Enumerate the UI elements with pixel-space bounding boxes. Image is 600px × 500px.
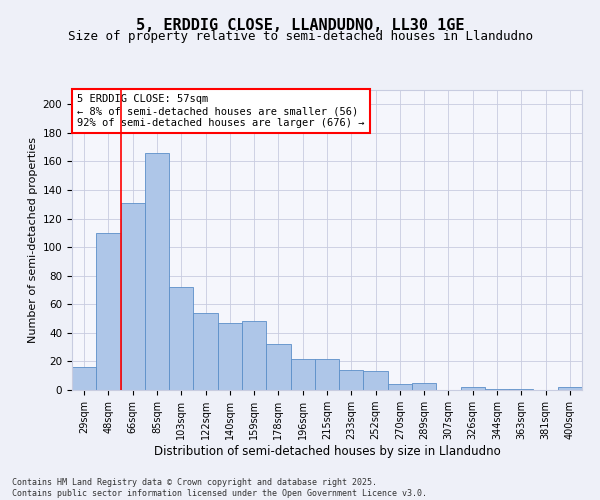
X-axis label: Distribution of semi-detached houses by size in Llandudno: Distribution of semi-detached houses by … (154, 445, 500, 458)
Bar (509, 388, 533, 390)
Y-axis label: Number of semi-detached properties: Number of semi-detached properties (28, 137, 38, 343)
Bar (315, 358, 339, 390)
Bar (485, 388, 509, 390)
Bar (242, 322, 266, 390)
Bar (169, 287, 193, 390)
Bar (412, 383, 436, 390)
Text: 5 ERDDIG CLOSE: 57sqm
← 8% of semi-detached houses are smaller (56)
92% of semi-: 5 ERDDIG CLOSE: 57sqm ← 8% of semi-detac… (77, 94, 365, 128)
Bar (145, 153, 169, 390)
Bar (558, 387, 582, 390)
Bar (461, 387, 485, 390)
Text: Size of property relative to semi-detached houses in Llandudno: Size of property relative to semi-detach… (67, 30, 533, 43)
Bar (339, 370, 364, 390)
Bar (121, 203, 145, 390)
Bar (266, 344, 290, 390)
Bar (364, 372, 388, 390)
Bar (96, 233, 121, 390)
Bar (388, 384, 412, 390)
Text: 5, ERDDIG CLOSE, LLANDUDNO, LL30 1GE: 5, ERDDIG CLOSE, LLANDUDNO, LL30 1GE (136, 18, 464, 32)
Bar (193, 313, 218, 390)
Text: Contains HM Land Registry data © Crown copyright and database right 2025.
Contai: Contains HM Land Registry data © Crown c… (12, 478, 427, 498)
Bar (218, 323, 242, 390)
Bar (290, 358, 315, 390)
Bar (72, 367, 96, 390)
